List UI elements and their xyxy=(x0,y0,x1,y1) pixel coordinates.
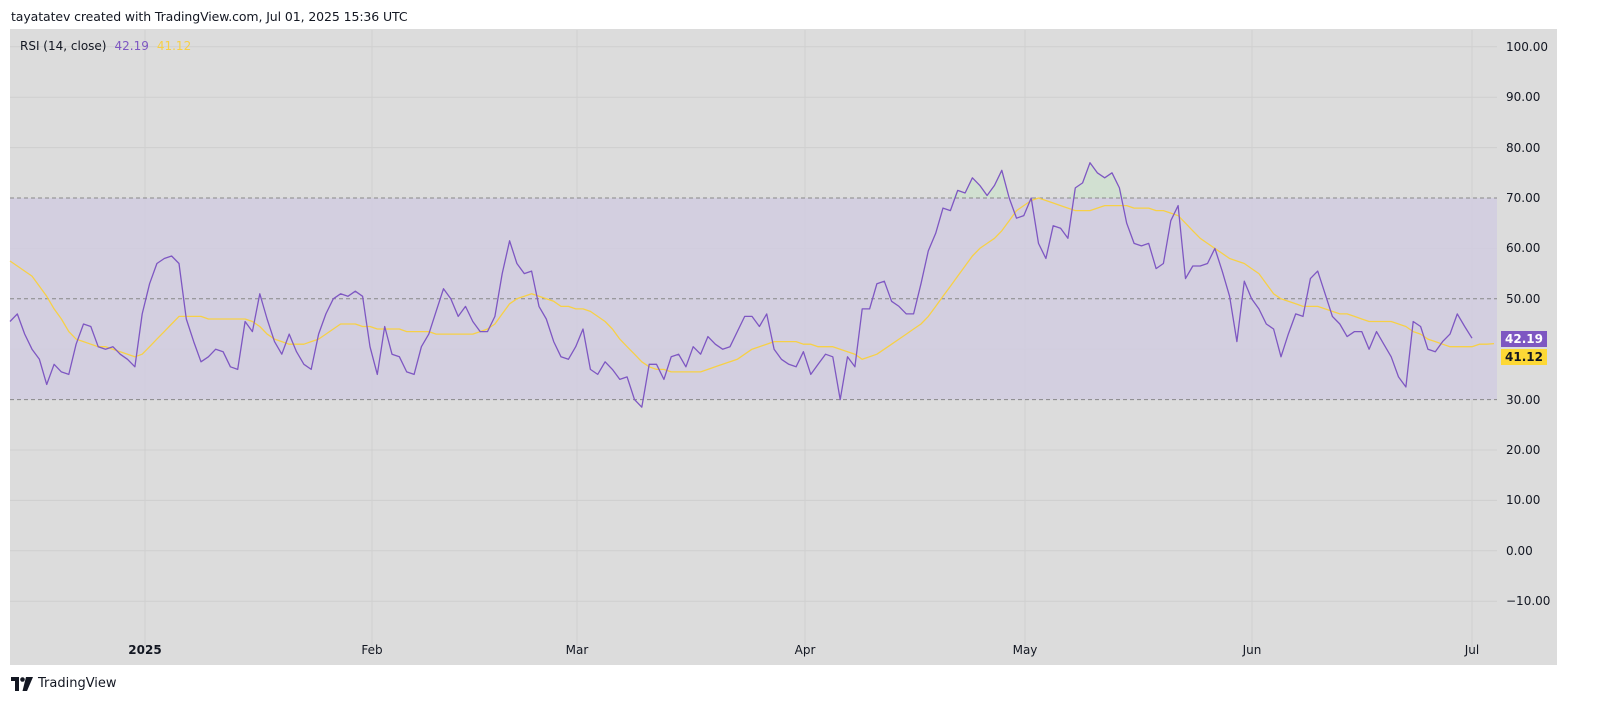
tradingview-footer[interactable]: TradingView xyxy=(11,676,117,691)
indicator-name[interactable]: RSI (14, close) xyxy=(20,39,107,53)
x-axis-tick: Feb xyxy=(361,643,383,657)
rsi-line xyxy=(9,162,1473,408)
x-axis-tick: Jul xyxy=(1464,643,1480,657)
y-axis-tick: 20.00 xyxy=(1506,443,1541,457)
ma-value: 41.12 xyxy=(156,39,192,53)
y-axis-tick: 10.00 xyxy=(1506,493,1541,508)
chart-credit: tayatatev created with TradingView.com, … xyxy=(11,9,408,24)
y-axis-tick: 50.00 xyxy=(1506,291,1541,306)
y-axis-tick: 0.00 xyxy=(1506,543,1533,558)
rsi-price-tag: 42.19 xyxy=(1501,331,1547,347)
x-axis-tick: Jun xyxy=(1242,643,1262,657)
y-axis-tick: 100.00 xyxy=(1506,39,1548,54)
ma-line xyxy=(9,197,1495,373)
ma-price-tag: 41.12 xyxy=(1501,349,1547,365)
tradingview-logo-icon xyxy=(11,676,33,691)
y-axis-tick: 70.00 xyxy=(1506,191,1541,205)
y-axis-tick: 60.00 xyxy=(1506,241,1541,256)
brand-name: TradingView xyxy=(38,676,117,691)
y-axis-tick: −10.00 xyxy=(1506,594,1551,609)
rsi-value: 42.19 xyxy=(114,39,149,53)
y-axis-tick: 80.00 xyxy=(1506,140,1541,155)
x-axis-tick: Mar xyxy=(565,643,589,657)
x-axis-tick: 2025 xyxy=(128,643,162,657)
x-axis-tick: May xyxy=(1012,643,1038,657)
overbought-fill xyxy=(10,162,1472,198)
x-axis-tick: Apr xyxy=(794,643,816,657)
indicator-legend[interactable]: RSI (14, close) 42.19 41.12 xyxy=(20,39,191,53)
y-axis-tick: 90.00 xyxy=(1506,90,1541,105)
y-axis-tick: 30.00 xyxy=(1506,392,1541,407)
